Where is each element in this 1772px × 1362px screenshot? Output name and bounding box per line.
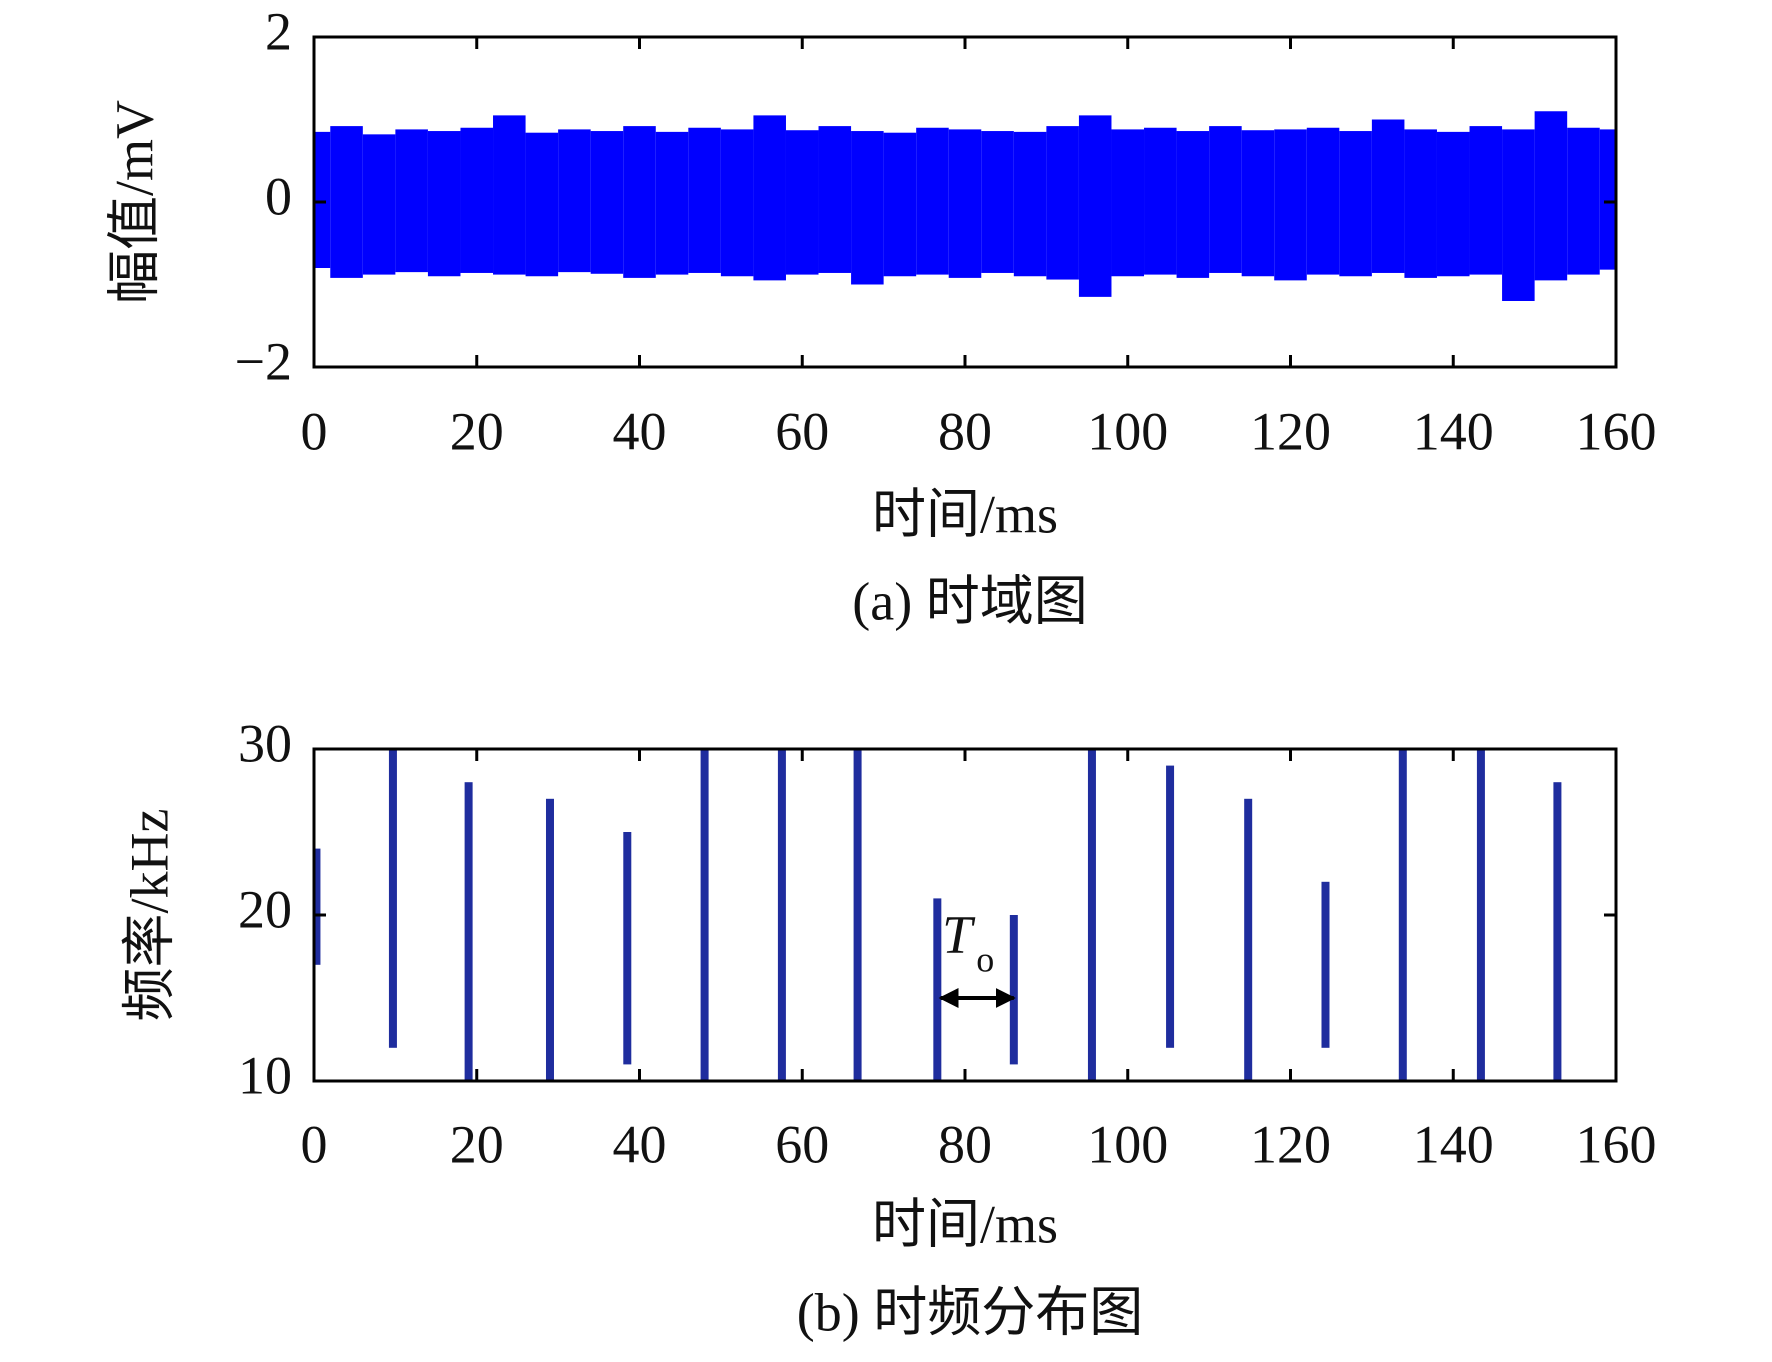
signal-band <box>1339 131 1372 277</box>
signal-band <box>525 132 559 277</box>
burst <box>1398 749 1407 1081</box>
burst <box>1553 782 1562 1081</box>
burst <box>933 898 942 1081</box>
burst <box>1321 881 1330 1048</box>
burst <box>700 749 709 1081</box>
burst <box>545 798 554 1081</box>
burst <box>1009 915 1018 1065</box>
signal-band <box>1176 131 1210 278</box>
y-tick-label: 0 <box>265 166 292 226</box>
x-tick-label: 100 <box>1087 1114 1168 1174</box>
signal-band <box>1306 127 1340 275</box>
x-tick-label: 160 <box>1576 1114 1657 1174</box>
annotation-text: T <box>942 904 976 964</box>
signal-band <box>1144 127 1177 275</box>
panel-title: (a) 时域图 <box>852 571 1087 631</box>
x-tick-label: 140 <box>1413 1114 1494 1174</box>
x-tick-label: 100 <box>1087 401 1168 461</box>
signal-band <box>1436 131 1470 277</box>
signal-band <box>362 134 396 275</box>
x-tick-label: 80 <box>938 401 992 461</box>
x-tick-label: 160 <box>1576 401 1657 461</box>
signal-band <box>1534 111 1568 281</box>
signal-band <box>753 115 786 281</box>
signal-band <box>1469 126 1503 275</box>
burst <box>464 782 473 1081</box>
x-tick-label: 20 <box>450 1114 504 1174</box>
x-axis-label: 时间/ms <box>872 484 1058 544</box>
burst <box>1166 765 1175 1048</box>
signal-band <box>427 131 461 277</box>
x-tick-label: 0 <box>301 401 328 461</box>
signal-band <box>1274 129 1307 281</box>
signal-band <box>785 130 819 275</box>
burst <box>1476 749 1485 1081</box>
signal-band <box>981 131 1014 273</box>
signal-band <box>314 131 331 268</box>
signal-band <box>1241 130 1275 277</box>
x-axis-label: 时间/ms <box>872 1194 1058 1254</box>
burst <box>1244 798 1253 1081</box>
x-tick-label: 120 <box>1250 1114 1331 1174</box>
signal-band <box>818 126 852 273</box>
signal-band <box>720 129 754 277</box>
signal-band <box>395 129 428 273</box>
x-tick-label: 80 <box>938 1114 992 1174</box>
burst <box>777 749 786 1081</box>
signal-band <box>1078 115 1112 297</box>
signal-band <box>1502 129 1535 301</box>
signal-band <box>1404 129 1437 278</box>
signal-band <box>558 129 591 273</box>
signal-band <box>623 126 656 278</box>
x-tick-label: 20 <box>450 401 504 461</box>
signal-band <box>655 131 689 275</box>
x-tick-label: 60 <box>775 1114 829 1174</box>
y-tick-label: 30 <box>238 713 292 773</box>
signal-band <box>493 115 526 275</box>
signal-band <box>1209 126 1242 273</box>
signal-band <box>916 127 949 275</box>
signal-band <box>1599 129 1616 270</box>
burst <box>1087 749 1096 1081</box>
signal-band <box>1046 126 1079 280</box>
signal-band <box>460 127 494 273</box>
y-axis-label: 频率/kHz <box>119 809 179 1022</box>
signal-band <box>688 127 721 273</box>
signal-band <box>590 131 624 274</box>
signal-band <box>1013 131 1047 277</box>
signal-band <box>1567 127 1600 275</box>
y-axis-label: 幅值/mV <box>104 100 164 304</box>
signal-band <box>948 129 982 278</box>
signal-band <box>883 132 917 277</box>
signal-band <box>1371 119 1405 273</box>
y-tick-label: 20 <box>238 879 292 939</box>
x-tick-label: 40 <box>613 1114 667 1174</box>
burst <box>853 749 862 1081</box>
y-tick-label: −2 <box>235 331 292 391</box>
x-tick-label: 120 <box>1250 401 1331 461</box>
burst <box>623 832 632 1065</box>
annotation-subscript: o <box>976 939 994 979</box>
x-tick-label: 140 <box>1413 401 1494 461</box>
signal-band <box>851 131 884 285</box>
x-tick-label: 0 <box>301 1114 328 1174</box>
panel-title: (b) 时频分布图 <box>797 1282 1143 1342</box>
y-tick-label: 2 <box>265 1 292 61</box>
x-tick-label: 60 <box>775 401 829 461</box>
x-tick-label: 40 <box>613 401 667 461</box>
signal-band <box>330 126 363 278</box>
signal-band <box>1111 129 1145 277</box>
burst <box>314 848 321 965</box>
burst <box>388 749 397 1048</box>
y-tick-label: 10 <box>238 1045 292 1105</box>
